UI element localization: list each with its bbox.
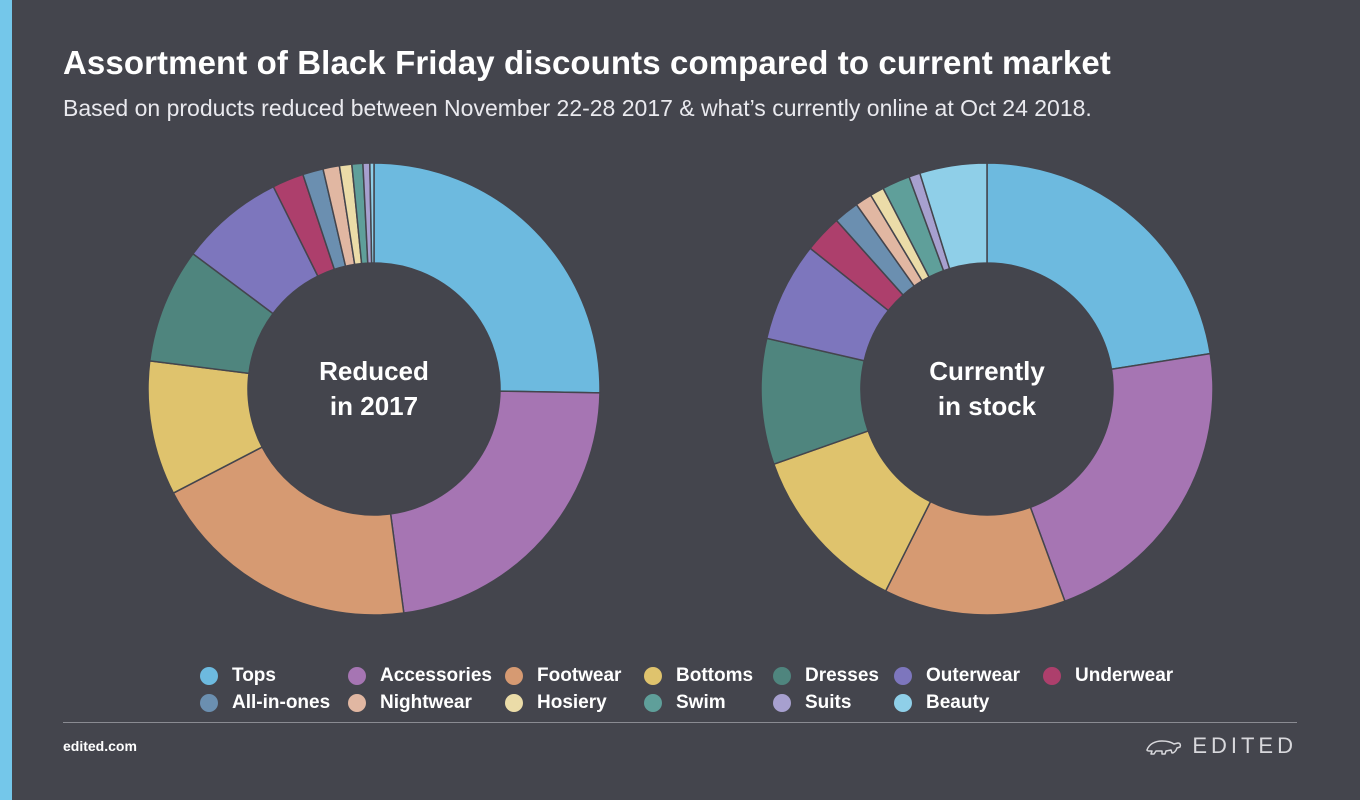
legend-item-swim: Swim xyxy=(644,691,726,715)
legend-label: Hosiery xyxy=(537,692,607,713)
slice-footwear xyxy=(172,446,405,616)
slice-tops xyxy=(373,162,601,394)
legend-label: Underwear xyxy=(1075,665,1174,686)
legend-item-beauty: Beauty xyxy=(894,691,989,715)
legend-item-suits: Suits xyxy=(773,691,851,715)
accent-bar xyxy=(0,0,12,800)
legend-item-bottoms: Bottoms xyxy=(644,664,753,688)
legend-label: Footwear xyxy=(537,665,622,686)
slice-beauty xyxy=(369,162,375,264)
brand-logo: EDITED xyxy=(1144,733,1297,759)
brand-name: EDITED xyxy=(1192,733,1297,758)
donut-chart-in-stock: Currently in stock xyxy=(760,162,1214,616)
slice-beauty xyxy=(918,162,988,270)
legend-label: Swim xyxy=(676,692,726,713)
center-label-line: in 2017 xyxy=(330,391,418,421)
legend-item-accessories: Accessories xyxy=(348,664,492,688)
slice-tops xyxy=(986,162,1212,371)
donut-charts: Reduced in 2017 Currently in stock xyxy=(147,162,1214,616)
site-url: edited.com xyxy=(63,738,137,754)
legend-label: Tops xyxy=(232,665,276,686)
legend-swatch xyxy=(200,694,218,712)
legend-swatch xyxy=(773,694,791,712)
legend-swatch xyxy=(200,667,218,685)
legend-item-footwear: Footwear xyxy=(505,664,621,688)
legend-label: Bottoms xyxy=(676,665,754,686)
page-title: Assortment of Black Friday discounts com… xyxy=(63,44,1111,81)
footer-divider xyxy=(63,722,1297,723)
polar-bear-icon xyxy=(1146,740,1182,755)
slice-accessories xyxy=(389,390,601,614)
legend-item-underwear: Underwear xyxy=(1043,664,1173,688)
legend-swatch xyxy=(773,667,791,685)
legend-item-outerwear: Outerwear xyxy=(894,664,1020,688)
legend-label: Outerwear xyxy=(926,665,1020,686)
donut-chart-reduced: Reduced in 2017 xyxy=(147,162,601,616)
legend-item-tops: Tops xyxy=(200,664,276,688)
slice-accessories xyxy=(1029,352,1214,603)
center-label-line: Currently xyxy=(929,356,1045,386)
legend-label: Dresses xyxy=(805,665,879,686)
legend-swatch xyxy=(348,667,366,685)
legend-item-dresses: Dresses xyxy=(773,664,879,688)
legend-item-hosiery: Hosiery xyxy=(505,691,607,715)
legend-swatch xyxy=(644,694,662,712)
legend-swatch xyxy=(644,667,662,685)
legend-label: Suits xyxy=(805,692,852,713)
legend-swatch xyxy=(505,694,523,712)
center-label-line: in stock xyxy=(938,391,1037,421)
legend-label: Accessories xyxy=(380,665,492,686)
legend-swatch xyxy=(894,694,912,712)
center-label-line: Reduced xyxy=(319,356,429,386)
legend-label: All-in-ones xyxy=(232,692,331,713)
legend-swatch xyxy=(348,694,366,712)
legend-item-nightwear: Nightwear xyxy=(348,691,472,715)
legend-swatch xyxy=(1043,667,1061,685)
legend-label: Beauty xyxy=(926,692,990,713)
legend-swatch xyxy=(894,667,912,685)
legend-label: Nightwear xyxy=(380,692,472,713)
legend-item-all-in-ones: All-in-ones xyxy=(200,691,330,715)
page-subtitle: Based on products reduced between Novemb… xyxy=(63,95,1092,121)
legend-swatch xyxy=(505,667,523,685)
